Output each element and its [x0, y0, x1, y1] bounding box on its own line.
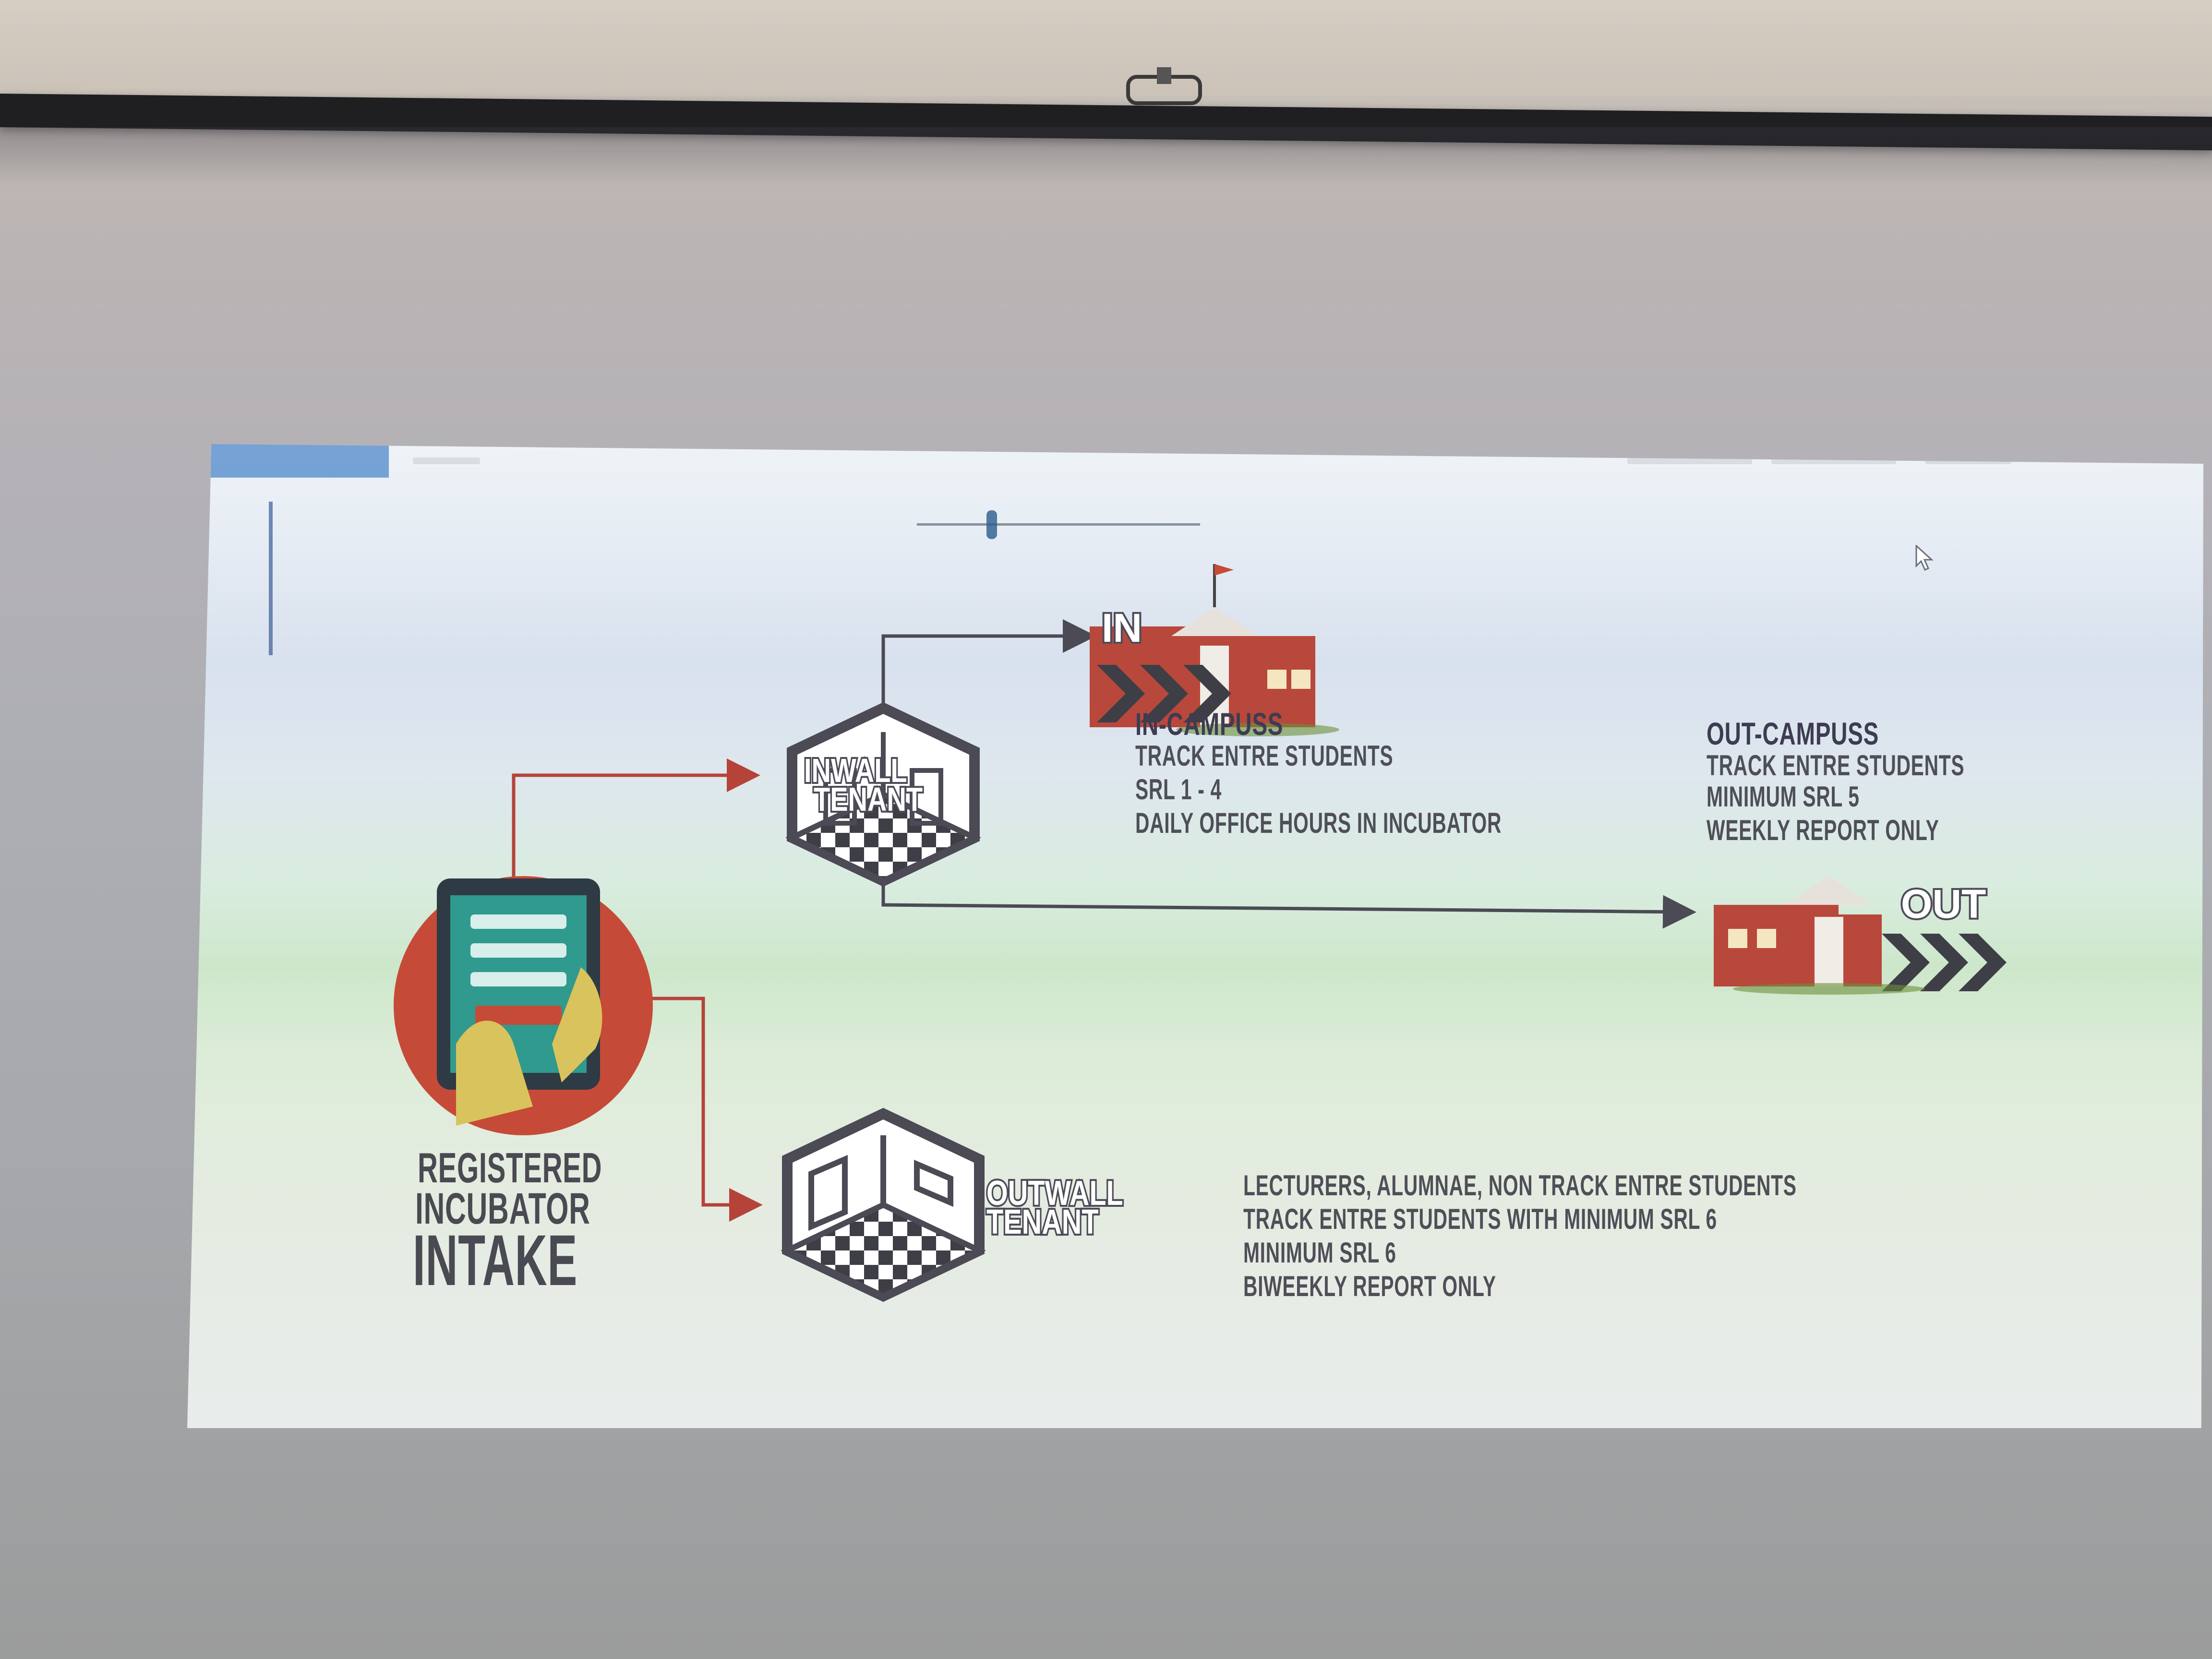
cursor-icon [1915, 545, 1934, 571]
outwall-detail-line-4: BIWEEKLY REPORT ONLY [1243, 1270, 1496, 1302]
outwall-detail-line-3: MINIMUM SRL 6 [1243, 1237, 1396, 1269]
outwall-cube-icon [781, 1107, 986, 1302]
inwall-badge-line-2: TENANT [812, 779, 924, 820]
in-campus-line-2: SRL 1 - 4 [1135, 773, 1222, 805]
projected-slide: IN OUT INWALL TENANT OUTWALL TENANT REGI… [187, 444, 2203, 1428]
out-campus-building-icon [1714, 876, 2007, 995]
ceiling-wall [0, 0, 2212, 96]
arrow-inwall-to-out-campus [881, 871, 1696, 929]
diagram-canvas [394, 564, 2007, 1302]
in-label: IN [1100, 603, 1144, 652]
arrow-intake-to-outwall [643, 997, 763, 1222]
inwall-badge-line-1: INWALL [803, 750, 909, 791]
out-campus-line-1: TRACK ENTRE STUDENTS [1707, 749, 1965, 781]
out-label: OUT [1899, 879, 1988, 928]
arrow-inwall-to-in-campus [881, 619, 1096, 708]
intake-label-line-2: INCUBATOR [415, 1184, 590, 1233]
projector-mount [1126, 67, 1202, 105]
outwall-detail-line-2: TRACK ENTRE STUDENTS WITH MINIMUM SRL 6 [1243, 1203, 1717, 1235]
tablet-hand-icon [394, 876, 653, 1135]
intake-label-line-1: REGISTERED [418, 1144, 602, 1191]
text-caret [269, 502, 273, 655]
intake-label-line-3: INTAKE [413, 1220, 577, 1300]
in-campus-line-3: DAILY OFFICE HOURS IN INCUBATOR [1135, 807, 1502, 839]
zoom-slider-track [917, 523, 1200, 526]
zoom-slider-thumb [986, 510, 997, 539]
out-campus-line-3: WEEKLY REPORT ONLY [1707, 814, 1939, 846]
inwall-cube-icon [785, 702, 982, 887]
toolbar-tab [206, 444, 389, 478]
arrow-intake-to-inwall [512, 758, 760, 878]
in-campus-line-1: TRACK ENTRE STUDENTS [1135, 740, 1394, 772]
outwall-badge-line-2: TENANT [985, 1201, 1100, 1243]
out-campus-title: OUT-CAMPUSS [1707, 716, 1879, 751]
in-campus-title: IN-CAMPUSS [1135, 706, 1284, 742]
in-campus-building-icon [1090, 564, 1339, 736]
out-campus-line-2: MINIMUM SRL 5 [1707, 781, 1860, 813]
outwall-badge-line-1: OUTWALL [985, 1172, 1125, 1214]
outwall-detail-line-1: LECTURERS, ALUMNAE, NON TRACK ENTRE STUD… [1243, 1169, 1797, 1202]
